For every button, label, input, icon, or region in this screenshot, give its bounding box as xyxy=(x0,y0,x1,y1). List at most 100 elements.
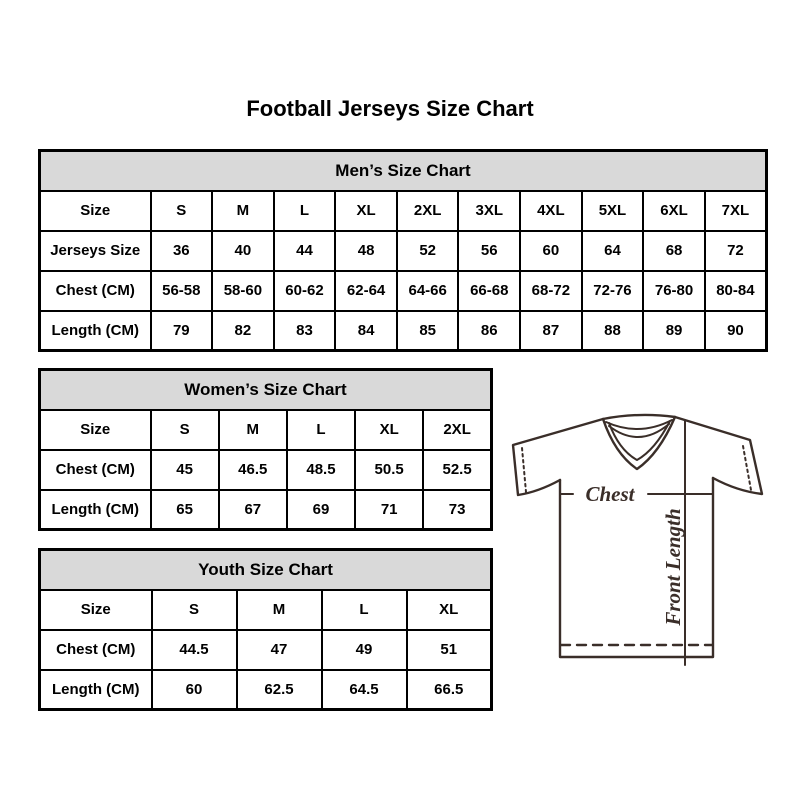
value-cell: 60 xyxy=(150,668,238,711)
value-cell: 6XL xyxy=(642,189,706,232)
row-label-cell: Jerseys Size xyxy=(38,229,152,272)
row-label-cell: Size xyxy=(38,189,152,232)
value-cell: 36 xyxy=(149,229,214,272)
table-row: Length (CM) 79 82 83 84 85 86 87 88 89 90 xyxy=(38,309,768,352)
row-label-cell: Size xyxy=(38,408,152,451)
value-cell: L xyxy=(320,588,408,631)
column-header-row: Size S M L XL xyxy=(38,588,493,631)
value-cell: S xyxy=(149,189,214,232)
table-row: Chest (CM) 56-58 58-60 60-62 62-64 64-66 66-68… xyxy=(38,269,768,312)
value-cell: 79 xyxy=(149,309,214,352)
jersey-measurement-diagram: Chest Front Length xyxy=(505,412,771,674)
chest-measurement-label: Chest xyxy=(585,482,635,506)
value-cell: 66.5 xyxy=(405,668,493,711)
value-cell: XL xyxy=(405,588,493,631)
value-cell: 60 xyxy=(519,229,583,272)
value-cell: 80-84 xyxy=(703,269,768,312)
value-cell: S xyxy=(150,588,238,631)
value-cell: 90 xyxy=(703,309,768,352)
value-cell: 84 xyxy=(334,309,398,352)
jersey-collar-back-line-1 xyxy=(605,419,673,431)
jersey-diagram-svg: Chest Front Length xyxy=(511,413,764,666)
column-header-row: Size S M L XL 2XL xyxy=(38,408,493,451)
column-header-row: Size S M L XL 2XL 3XL 4XL 5XL 6XL 7XL xyxy=(38,189,768,232)
value-cell: M xyxy=(211,189,275,232)
value-cell: 50.5 xyxy=(354,448,425,491)
page-title: Football Jerseys Size Chart xyxy=(246,96,534,121)
value-cell: 56 xyxy=(457,229,522,272)
mens-size-table: Men’s Size Chart Size S M L XL 2XL 3XL 4XL 5XL 6X… xyxy=(38,149,768,352)
value-cell: 68-72 xyxy=(519,269,583,312)
row-label-cell: Chest (CM) xyxy=(38,269,152,312)
jersey-right-sleeve xyxy=(673,415,764,496)
value-cell: 64.5 xyxy=(320,668,408,711)
jersey-left-sleeve xyxy=(511,417,605,497)
value-cell: 89 xyxy=(642,309,706,352)
value-cell: 7XL xyxy=(703,189,768,232)
jersey-collar-top xyxy=(601,413,677,421)
value-cell: 62.5 xyxy=(235,668,323,711)
value-cell: 2XL xyxy=(422,408,493,451)
value-cell: 88 xyxy=(580,309,645,352)
value-cell: 48 xyxy=(334,229,398,272)
value-cell: 48.5 xyxy=(285,448,357,491)
value-cell: 44 xyxy=(272,229,337,272)
jersey-left-cuff-seam xyxy=(521,447,527,493)
value-cell: 67 xyxy=(217,488,288,531)
womens-size-table: Women’s Size Chart Size S M L XL 2XL Chest (CM… xyxy=(38,368,493,531)
value-cell: L xyxy=(285,408,357,451)
jersey-collar-back-line-2 xyxy=(608,423,670,438)
table-row: Length (CM) 65 67 69 71 73 xyxy=(38,488,493,531)
value-cell: 52.5 xyxy=(422,448,493,491)
value-cell: M xyxy=(235,588,323,631)
value-cell: 64 xyxy=(580,229,645,272)
value-cell: 46.5 xyxy=(217,448,288,491)
table-row: Length (CM) 60 62.5 64.5 66.5 xyxy=(38,668,493,711)
youth-size-table: Youth Size Chart Size S M L XL Chest (CM) 44.5… xyxy=(38,548,494,711)
value-cell: 2XL xyxy=(395,189,460,232)
value-cell: 51 xyxy=(405,628,493,671)
value-cell: 40 xyxy=(211,229,275,272)
value-cell: 45 xyxy=(149,448,220,491)
value-cell: 87 xyxy=(519,309,583,352)
table-title-row: Youth Size Chart xyxy=(38,548,493,591)
value-cell: 69 xyxy=(285,488,357,531)
youth-table-title: Youth Size Chart xyxy=(38,548,493,591)
value-cell: 83 xyxy=(272,309,337,352)
value-cell: 44.5 xyxy=(150,628,238,671)
value-cell: 60-62 xyxy=(272,269,337,312)
value-cell: 4XL xyxy=(519,189,583,232)
value-cell: 64-66 xyxy=(395,269,460,312)
value-cell: 5XL xyxy=(580,189,645,232)
row-label-cell: Length (CM) xyxy=(38,309,152,352)
value-cell: 3XL xyxy=(457,189,522,232)
value-cell: S xyxy=(149,408,220,451)
value-cell: 68 xyxy=(642,229,706,272)
row-label-cell: Length (CM) xyxy=(38,668,153,711)
value-cell: M xyxy=(217,408,288,451)
value-cell: 72 xyxy=(703,229,768,272)
value-cell: 65 xyxy=(149,488,220,531)
value-cell: 62-64 xyxy=(334,269,398,312)
value-cell: 56-58 xyxy=(149,269,214,312)
value-cell: 52 xyxy=(395,229,460,272)
value-cell: XL xyxy=(354,408,425,451)
value-cell: 49 xyxy=(320,628,408,671)
jersey-right-cuff-seam xyxy=(742,445,752,491)
value-cell: 71 xyxy=(354,488,425,531)
value-cell: 76-80 xyxy=(642,269,706,312)
womens-table-title: Women’s Size Chart xyxy=(38,368,493,411)
row-label-cell: Chest (CM) xyxy=(38,628,153,671)
mens-table-title: Men’s Size Chart xyxy=(38,149,768,192)
value-cell: 47 xyxy=(235,628,323,671)
value-cell: 85 xyxy=(395,309,460,352)
value-cell: 66-68 xyxy=(457,269,522,312)
jersey-vneck-outer xyxy=(601,415,677,471)
value-cell: 58-60 xyxy=(211,269,275,312)
table-row: Jerseys Size 36 40 44 48 52 56 60 64 68 72 xyxy=(38,229,768,272)
value-cell: XL xyxy=(334,189,398,232)
value-cell: 72-76 xyxy=(580,269,645,312)
table-title-row: Women’s Size Chart xyxy=(38,368,493,411)
jersey-body-outline xyxy=(558,476,715,659)
